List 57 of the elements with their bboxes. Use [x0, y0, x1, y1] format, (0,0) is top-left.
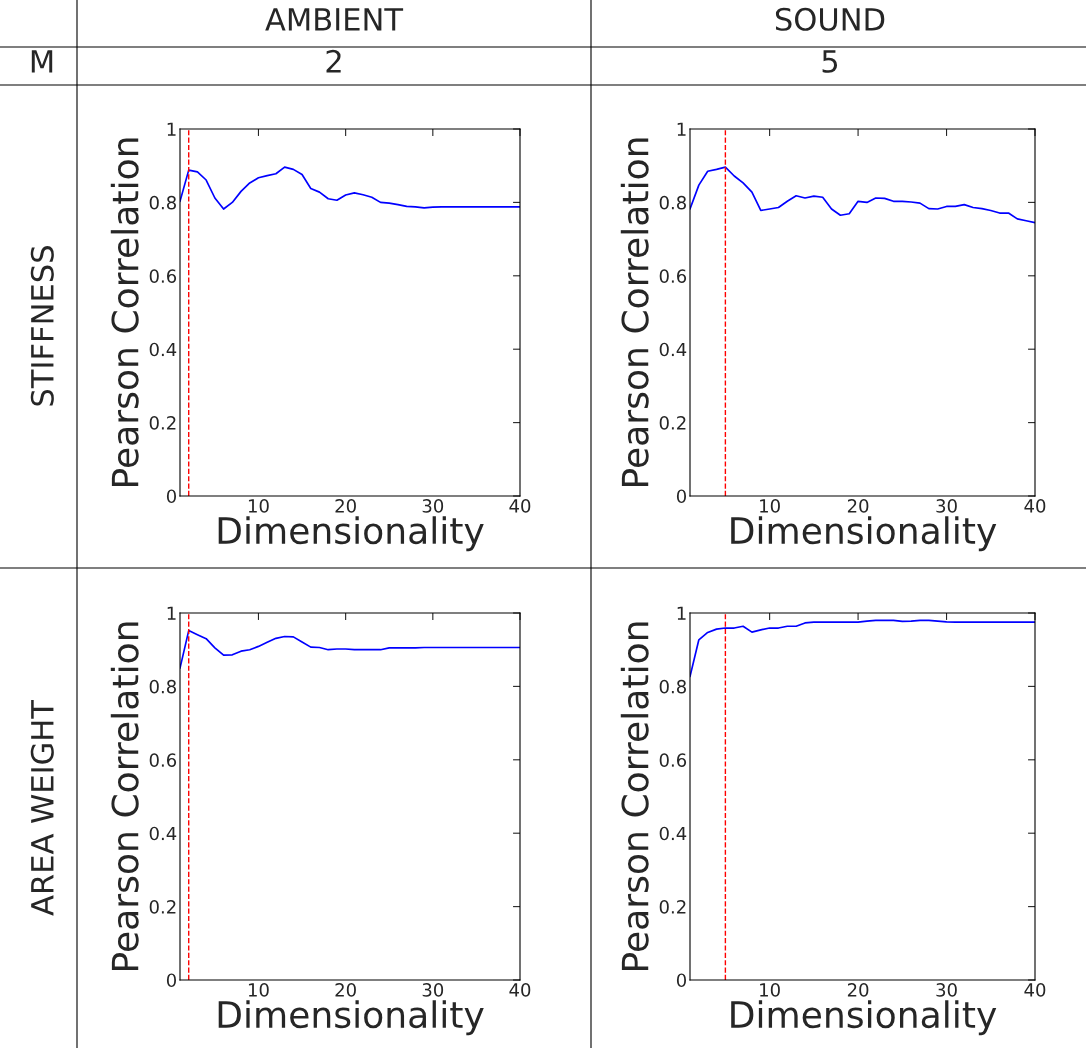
x-axis-title: Dimensionality — [731, 1000, 997, 1036]
x-tick-label: 30 — [422, 499, 444, 513]
x-tick-label: 40 — [1024, 499, 1046, 513]
y-tick-label: 0.6 — [149, 269, 177, 283]
y-tick-label: 0 — [166, 973, 177, 988]
x-tick-label: 20 — [847, 983, 869, 997]
y-axis-title: Pearson Correlation — [620, 622, 649, 970]
y-tick-label: 0.4 — [149, 342, 177, 357]
x-tick-label: 30 — [936, 983, 957, 997]
x-tick-label: 10 — [760, 983, 780, 997]
x-tick-label: 40 — [1024, 983, 1046, 997]
y-tick-label: 0.8 — [659, 195, 686, 210]
y-tick-label: 0.4 — [659, 342, 687, 357]
x-axis-title: Dimensionality — [731, 516, 997, 552]
x-axis-title: Dimensionality — [218, 516, 484, 552]
y-tick-label: 0.8 — [659, 679, 686, 694]
line-series — [690, 166, 1035, 224]
text: STIFFNESS — [30, 246, 54, 406]
y-tick-label: 0.2 — [659, 416, 686, 430]
text: M — [31, 50, 53, 73]
x-tick-label: 10 — [248, 499, 269, 513]
y-tick-label: 0.8 — [149, 679, 176, 694]
y-tick-label: 0.2 — [149, 900, 176, 914]
y-axis-title: Pearson Correlation — [620, 138, 649, 486]
text: SOUND — [775, 7, 885, 31]
x-tick-label: 20 — [847, 499, 869, 513]
y-tick-label: 0 — [676, 489, 687, 504]
y-tick-label: 1 — [677, 122, 686, 136]
text: AREA WEIGHT — [30, 699, 54, 916]
y-tick-label: 1 — [677, 606, 686, 620]
y-axis-title: Pearson Correlation — [110, 138, 139, 486]
x-tick-label: 30 — [422, 983, 444, 997]
x-tick-label: 40 — [509, 983, 531, 997]
y-tick-label: 0.6 — [659, 269, 687, 283]
x-tick-label: 10 — [760, 499, 780, 513]
text: 2 — [326, 49, 341, 73]
y-tick-label: 0.6 — [149, 753, 177, 767]
y-tick-label: 1 — [167, 606, 176, 620]
text: AMBIENT — [265, 8, 404, 31]
x-tick-label: 20 — [335, 983, 356, 997]
x-tick-label: 40 — [509, 499, 531, 513]
x-tick-label: 20 — [335, 499, 356, 513]
y-tick-label: 0.6 — [659, 753, 687, 767]
y-tick-label: 0.4 — [659, 826, 687, 841]
y-tick-label: 0.4 — [149, 826, 177, 841]
y-tick-label: 0 — [676, 973, 687, 988]
y-tick-label: 0.2 — [659, 900, 686, 914]
y-tick-label: 0 — [166, 489, 177, 504]
x-tick-label: 30 — [936, 499, 957, 513]
x-axis-title: Dimensionality — [218, 1000, 484, 1036]
line-series — [180, 166, 520, 210]
y-tick-label: 1 — [167, 122, 176, 136]
y-axis-title: Pearson Correlation — [110, 622, 139, 970]
text: 5 — [822, 50, 838, 73]
y-tick-label: 0.8 — [149, 195, 176, 210]
y-tick-label: 0.2 — [149, 416, 176, 430]
x-tick-label: 10 — [248, 983, 269, 997]
